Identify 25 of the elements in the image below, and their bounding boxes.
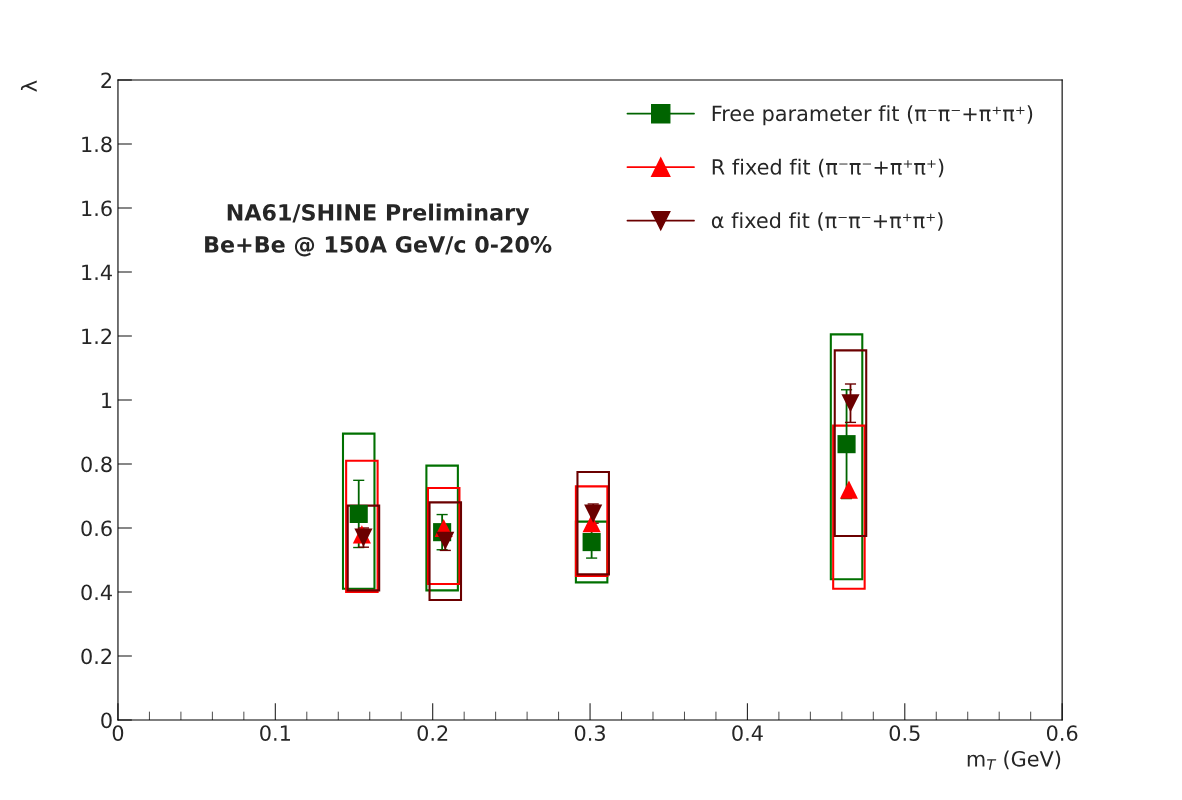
y-tick-label: 0.2 — [81, 648, 112, 665]
annotation: Be+Be @ 150A GeV/c 0-20% — [205, 236, 552, 257]
annotation: NA61/SHINE Preliminary — [227, 203, 530, 226]
legend-label: R fixed fit (π⁻π⁻+π⁺π⁺) — [712, 158, 944, 178]
y-tick-label: 1.4 — [82, 264, 112, 280]
x-tick-label: 0.1 — [260, 725, 290, 741]
y-tick-label: 2 — [101, 72, 112, 88]
x-tick-label: 0.6 — [1046, 725, 1078, 741]
x-tick-label: 0.2 — [417, 725, 448, 741]
y-tick-label: 0 — [101, 712, 112, 729]
x-axis-title: m$_{T}$ (GeV) — [967, 750, 1061, 770]
x-tick-label: 0.5 — [889, 725, 920, 741]
x-tick-label: 0.3 — [574, 725, 605, 741]
y-tick-label: 1 — [102, 392, 112, 408]
y-tick-label: 1.8 — [82, 136, 112, 153]
y-tick-label: 0.6 — [81, 520, 112, 537]
y-axis-title: λ — [20, 80, 37, 92]
legend-label: Free parameter fit (π⁻π⁻+π⁺π⁺) — [712, 105, 1033, 126]
x-tick-label: 0 — [112, 725, 124, 741]
y-tick-label: 1.6 — [82, 200, 112, 217]
y-tick-label: 1.2 — [82, 328, 112, 344]
y-tick-label: 0.4 — [81, 584, 112, 601]
x-tick-label: 0.4 — [732, 725, 763, 741]
legend-label: α fixed fit (π⁻π⁻+π⁺π⁺) — [711, 212, 943, 231]
y-tick-label: 0.8 — [81, 456, 112, 473]
